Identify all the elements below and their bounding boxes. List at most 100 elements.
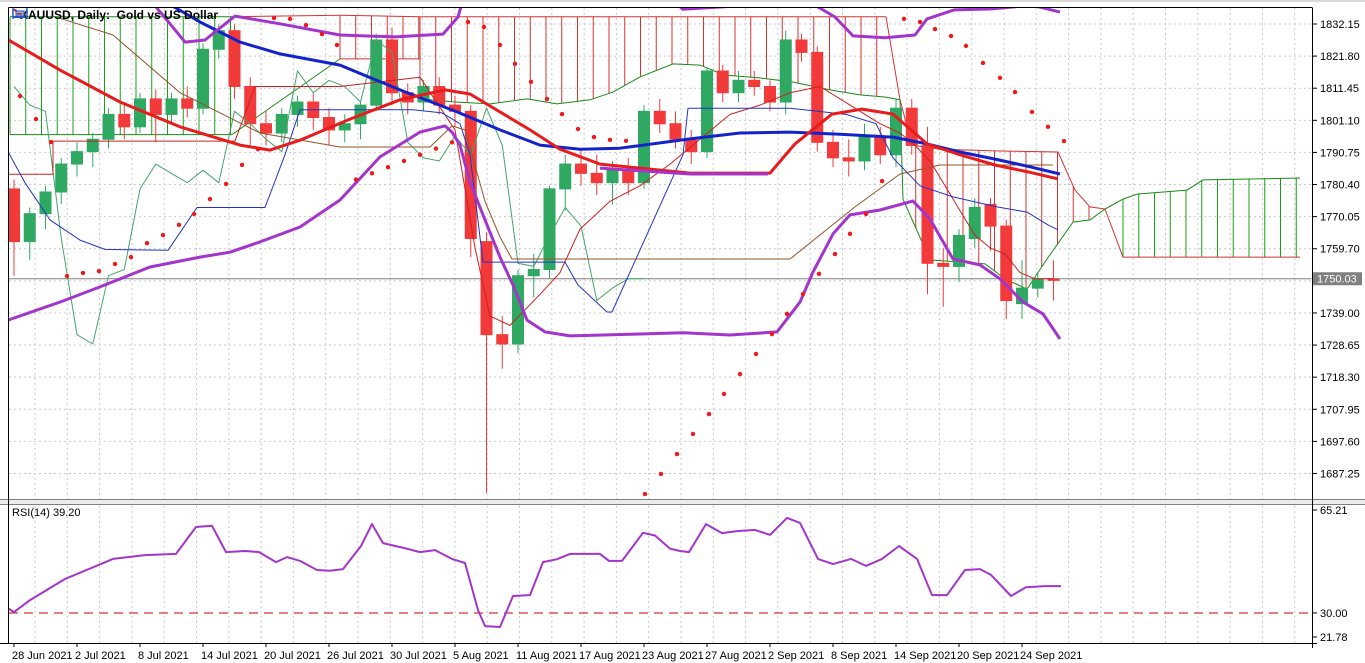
current-price-badge-label: 1750.03 — [1317, 274, 1357, 286]
candle — [732, 79, 745, 94]
rsi-tick-label: 30.00 — [1320, 608, 1348, 620]
rsi-tick-label: 65.21 — [1320, 505, 1348, 517]
ichimoku-cloud-layer — [9, 14, 1301, 290]
candle — [1047, 278, 1060, 281]
price-tick-label: 1811.45 — [1320, 83, 1359, 95]
candle — [748, 79, 761, 88]
candle — [260, 123, 272, 134]
candle — [86, 138, 99, 153]
candle — [764, 86, 776, 103]
candle — [779, 39, 792, 103]
candle — [338, 123, 351, 131]
candle — [968, 206, 981, 240]
price-tick-label: 1821.80 — [1320, 51, 1360, 63]
date-tick-label: 8 Jul 2021 — [138, 650, 189, 662]
candle — [842, 157, 855, 162]
date-tick-label: 2 Sep 2021 — [768, 650, 824, 662]
candle — [575, 163, 587, 174]
candle — [23, 213, 36, 243]
rsi-line — [8, 516, 1061, 628]
candle — [590, 172, 603, 184]
date-tick-label: 20 Sep 2021 — [957, 650, 1019, 662]
rsi-panel-layer — [8, 516, 1312, 628]
candle — [71, 151, 83, 165]
candle — [118, 113, 131, 128]
candle — [669, 123, 682, 140]
candle — [622, 169, 635, 184]
date-tick-label: 11 Aug 2021 — [516, 650, 577, 662]
candle — [165, 98, 178, 115]
price-tick-label: 1770.05 — [1320, 212, 1360, 224]
smoothed-ma-brown-line — [59, 17, 1053, 260]
candle — [244, 86, 257, 125]
candle — [795, 39, 808, 53]
price-tick-label: 1780.40 — [1320, 180, 1360, 192]
plot-borders — [0, 7, 1317, 648]
candle — [228, 30, 241, 88]
date-tick-label: 26 Jul 2021 — [327, 650, 384, 662]
date-tick-label: 14 Jul 2021 — [201, 650, 258, 662]
price-axis[interactable]: 1832.15 1821.80 1811.45 1801.10 1790.75 1780.… — [1312, 19, 1362, 644]
date-tick-label: 8 Sep 2021 — [831, 650, 887, 662]
price-tick-label: 1790.75 — [1320, 147, 1360, 159]
ichimoku-kijun-line — [8, 107, 1059, 313]
candle — [8, 188, 20, 243]
candle — [149, 98, 162, 115]
candle — [39, 191, 52, 215]
candle — [716, 70, 729, 94]
candle — [527, 269, 540, 277]
candle — [937, 262, 950, 267]
candle — [1031, 278, 1044, 289]
candle — [858, 135, 871, 162]
time-axis[interactable]: 28 Jun 2021 2 Jul 2021 8 Jul 2021 14 Jul 20… — [12, 643, 1082, 662]
date-tick-label: 5 Aug 2021 — [453, 650, 509, 662]
date-tick-label: 23 Aug 2021 — [642, 650, 704, 662]
date-tick-label: 24 Sep 2021 — [1020, 650, 1082, 662]
date-tick-label: 30 Jul 2021 — [390, 650, 447, 662]
candle — [102, 113, 115, 140]
candle — [827, 141, 839, 159]
price-tick-label: 1707.95 — [1320, 404, 1360, 416]
price-tick-label: 1718.30 — [1320, 372, 1360, 384]
ichimoku-chikou-line — [13, 39, 644, 345]
bollinger-lower-band — [8, 124, 1062, 340]
date-tick-label: 27 Aug 2021 — [705, 650, 767, 662]
ma-blue-thick-line — [172, 7, 1061, 176]
candle — [291, 101, 304, 115]
price-tick-label: 1832.15 — [1320, 19, 1360, 31]
price-tick-label: 1697.60 — [1320, 436, 1360, 448]
ma-red-thick-line — [8, 38, 1059, 181]
price-tick-label: 1759.70 — [1320, 244, 1360, 256]
bollinger-upper-band — [154, 7, 1061, 44]
price-tick-label: 1728.65 — [1320, 340, 1360, 352]
candle — [181, 98, 194, 109]
bollinger-middle-band — [599, 166, 768, 176]
candle — [480, 241, 493, 336]
candle — [386, 39, 398, 94]
candles-layer — [8, 24, 1060, 493]
candle — [606, 169, 619, 184]
date-tick-label: 28 Jun 2021 — [12, 650, 73, 662]
date-tick-label: 20 Jul 2021 — [264, 650, 321, 662]
candle — [197, 48, 209, 109]
panel-separator[interactable] — [0, 499, 1365, 505]
candle — [55, 163, 68, 193]
candle — [811, 51, 824, 143]
candle — [984, 203, 997, 227]
candle — [1000, 225, 1013, 302]
date-tick-label: 2 Jul 2021 — [75, 650, 126, 662]
candle — [370, 39, 383, 106]
price-tick-label: 1739.00 — [1320, 308, 1360, 320]
candle — [559, 163, 572, 190]
date-tick-label: 17 Aug 2021 — [579, 650, 641, 662]
current-price-badge — [1313, 272, 1362, 286]
candle — [464, 110, 477, 240]
candle — [953, 234, 965, 267]
price-tick-label: 1801.10 — [1320, 115, 1360, 127]
price-tick-label: 1687.25 — [1320, 468, 1360, 480]
date-tick-label: 14 Sep 2021 — [894, 650, 956, 662]
candle — [543, 188, 556, 271]
candle — [701, 70, 713, 153]
